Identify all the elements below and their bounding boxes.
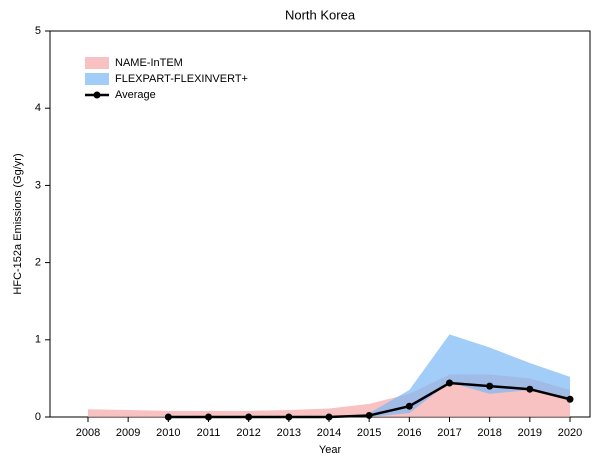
legend-label: NAME-InTEM xyxy=(115,57,183,69)
legend-swatch xyxy=(85,73,109,85)
x-tick-label: 2017 xyxy=(437,427,461,439)
x-tick-label: 2008 xyxy=(76,427,100,439)
x-tick-label: 2011 xyxy=(197,427,221,439)
y-tick-label: 4 xyxy=(35,102,41,114)
x-axis-label: Year xyxy=(319,444,342,456)
average-point xyxy=(285,413,293,421)
x-tick-label: 2009 xyxy=(116,427,140,439)
legend-label: FLEXPART-FLEXINVERT+ xyxy=(115,73,248,85)
x-tick-label: 2019 xyxy=(518,427,542,439)
average-point xyxy=(365,411,373,419)
chart-title: North Korea xyxy=(285,7,356,22)
x-tick-label: 2012 xyxy=(236,427,260,439)
x-tick-label: 2010 xyxy=(156,427,180,439)
x-tick-label: 2014 xyxy=(317,427,341,439)
y-tick-label: 3 xyxy=(35,179,41,191)
average-point xyxy=(325,413,333,421)
average-point xyxy=(446,379,453,387)
y-axis-label: HFC-152a Emissions (Gg/yr) xyxy=(12,153,24,294)
average-point xyxy=(164,413,172,421)
y-tick-label: 2 xyxy=(35,257,41,269)
average-point xyxy=(486,382,494,390)
average-point xyxy=(526,385,534,393)
y-tick-label: 0 xyxy=(35,411,41,423)
y-tick-label: 5 xyxy=(35,25,41,37)
average-point xyxy=(566,395,574,403)
x-tick-label: 2020 xyxy=(558,427,582,439)
x-tick-label: 2015 xyxy=(357,427,381,439)
legend-label: Average xyxy=(115,89,156,101)
x-tick-label: 2013 xyxy=(277,427,301,439)
y-tick-label: 1 xyxy=(35,334,41,346)
legend-swatch xyxy=(85,57,109,69)
average-point xyxy=(405,402,413,410)
legend-point xyxy=(93,91,101,99)
x-tick-label: 2018 xyxy=(477,427,501,439)
average-point xyxy=(205,413,212,421)
average-point xyxy=(245,413,253,421)
range-band xyxy=(369,334,570,417)
x-tick-label: 2016 xyxy=(397,427,421,439)
